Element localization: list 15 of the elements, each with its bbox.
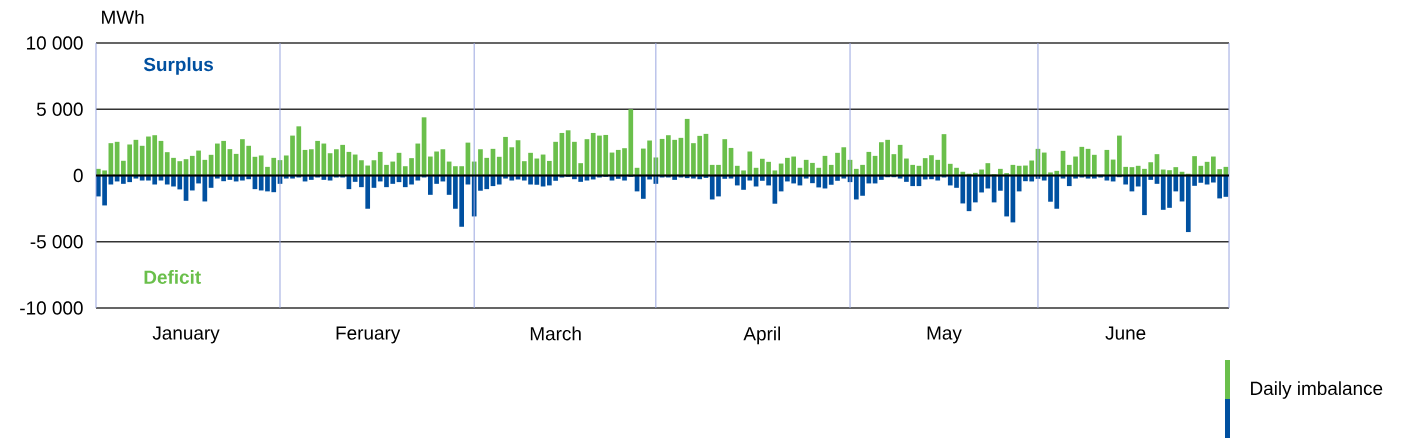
annotation: Surplus	[143, 57, 213, 75]
x-tick-label: April	[743, 326, 780, 345]
x-tick-label: March	[530, 326, 581, 341]
x-tick-label: Feruary	[336, 326, 401, 344]
x-tick-label: June	[1105, 326, 1146, 340]
y-tick-label: -10 000	[20, 301, 83, 315]
x-tick-label: January	[152, 326, 220, 344]
y-axis-title: MWh	[102, 10, 144, 24]
annotation: Deficit	[144, 270, 201, 284]
legend-label: Daily imbalance	[1251, 381, 1383, 399]
y-tick-label: 0	[73, 168, 83, 183]
y-tick-label: -5 000	[30, 235, 83, 249]
x-tick-label: May	[927, 326, 962, 344]
y-tick-label: 5 000	[36, 102, 83, 116]
y-tick-label: 10 000	[27, 36, 83, 50]
